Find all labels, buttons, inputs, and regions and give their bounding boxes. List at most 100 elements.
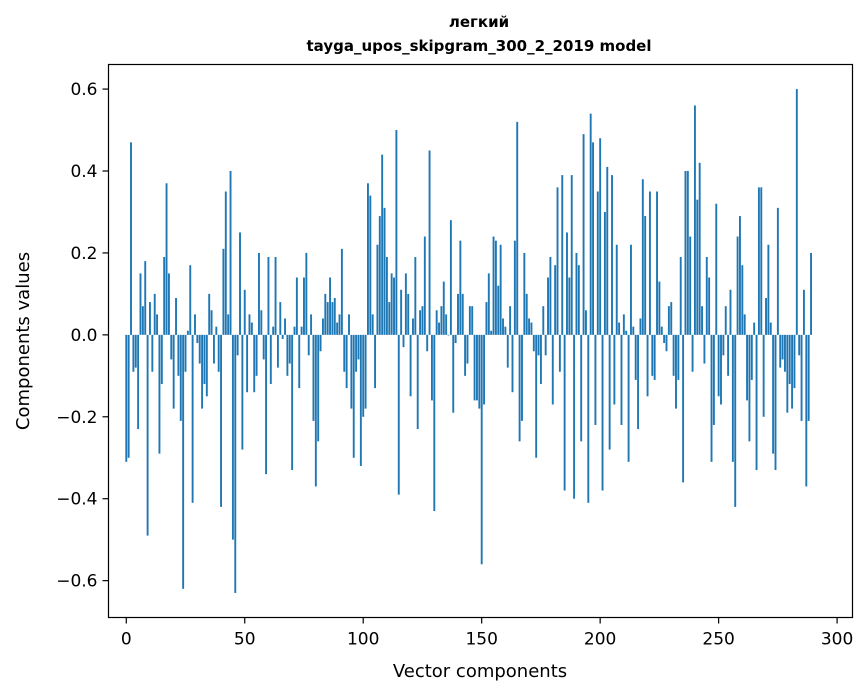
bar (658, 281, 661, 335)
bar (663, 334, 666, 344)
bar (630, 244, 632, 335)
bar (445, 314, 448, 335)
bar (712, 334, 715, 425)
bar (504, 326, 507, 335)
bar (720, 334, 722, 405)
bar (530, 322, 533, 335)
bar (255, 334, 258, 376)
bar (483, 334, 486, 405)
bar (696, 199, 699, 335)
bar (428, 150, 431, 335)
y-tick-label: −0.6 (56, 572, 97, 592)
bar (234, 334, 237, 593)
bar (395, 130, 398, 335)
bar (367, 183, 369, 335)
bar (149, 302, 151, 335)
bars-group (125, 89, 812, 593)
chart-subtitle: tayga_upos_skipgram_300_2_2019 model (307, 37, 652, 55)
bar (224, 191, 227, 335)
bar (753, 322, 756, 335)
bar (246, 334, 249, 393)
bar (220, 334, 222, 507)
bar (494, 240, 497, 335)
bar (440, 306, 443, 335)
bar (189, 265, 192, 335)
bar (521, 334, 523, 421)
bar (212, 334, 215, 364)
bar (653, 334, 656, 380)
bar (739, 216, 741, 335)
bar (295, 277, 298, 335)
bar (421, 306, 424, 335)
bar (544, 334, 547, 356)
plot-frame (107, 63, 854, 619)
bar (269, 334, 272, 385)
bar (298, 334, 301, 389)
bar (468, 306, 471, 335)
bar (523, 252, 526, 335)
bar (222, 248, 225, 335)
bar (369, 195, 372, 335)
bar (343, 334, 346, 372)
bar (682, 334, 685, 483)
bar (625, 330, 628, 335)
bar (167, 273, 170, 335)
bar (385, 257, 388, 335)
bar (599, 138, 602, 335)
bar (592, 142, 594, 335)
bar (532, 334, 535, 352)
bar (641, 179, 644, 335)
x-tick-label: 150 (465, 630, 497, 650)
bar (577, 265, 580, 335)
bar (693, 105, 696, 335)
bar (582, 134, 585, 335)
bar (651, 334, 654, 376)
bar (672, 334, 675, 376)
bar (632, 326, 635, 335)
bar (284, 318, 286, 335)
bar (125, 334, 128, 462)
bar (336, 322, 339, 335)
bar (784, 334, 786, 372)
bar (601, 334, 604, 491)
bar (333, 297, 336, 335)
bar (267, 257, 270, 335)
bar (423, 236, 426, 335)
bar (506, 334, 509, 368)
bar (670, 302, 673, 335)
bar (186, 330, 189, 335)
bar (717, 334, 720, 397)
bar (748, 334, 751, 442)
bar (634, 334, 637, 380)
bar (338, 314, 341, 335)
bar (355, 334, 358, 372)
y-tick-label: 0.4 (70, 162, 97, 182)
bar (177, 334, 180, 376)
bar (584, 310, 587, 335)
bar (165, 183, 168, 335)
bar (194, 314, 196, 335)
bar (265, 334, 268, 475)
bar (286, 334, 289, 376)
bar (170, 334, 173, 360)
y-axis-ticks: −0.6 −0.4 −0.2 0.0 0.2 0.4 0.6 (56, 80, 109, 592)
bar (618, 322, 621, 335)
bar (708, 277, 711, 335)
bar (319, 334, 322, 352)
bar (345, 334, 348, 389)
bar (570, 175, 573, 335)
bar (321, 318, 324, 335)
bar (217, 334, 220, 372)
bar (419, 310, 422, 335)
bar (184, 334, 187, 372)
bar (587, 334, 590, 503)
bar (556, 187, 559, 335)
bar (352, 334, 355, 458)
y-tick-label: 0.2 (70, 244, 97, 264)
bar (348, 314, 350, 335)
bar (288, 334, 291, 364)
bar (250, 322, 253, 335)
bar (786, 334, 789, 413)
bar (383, 207, 386, 335)
bar (208, 293, 211, 335)
